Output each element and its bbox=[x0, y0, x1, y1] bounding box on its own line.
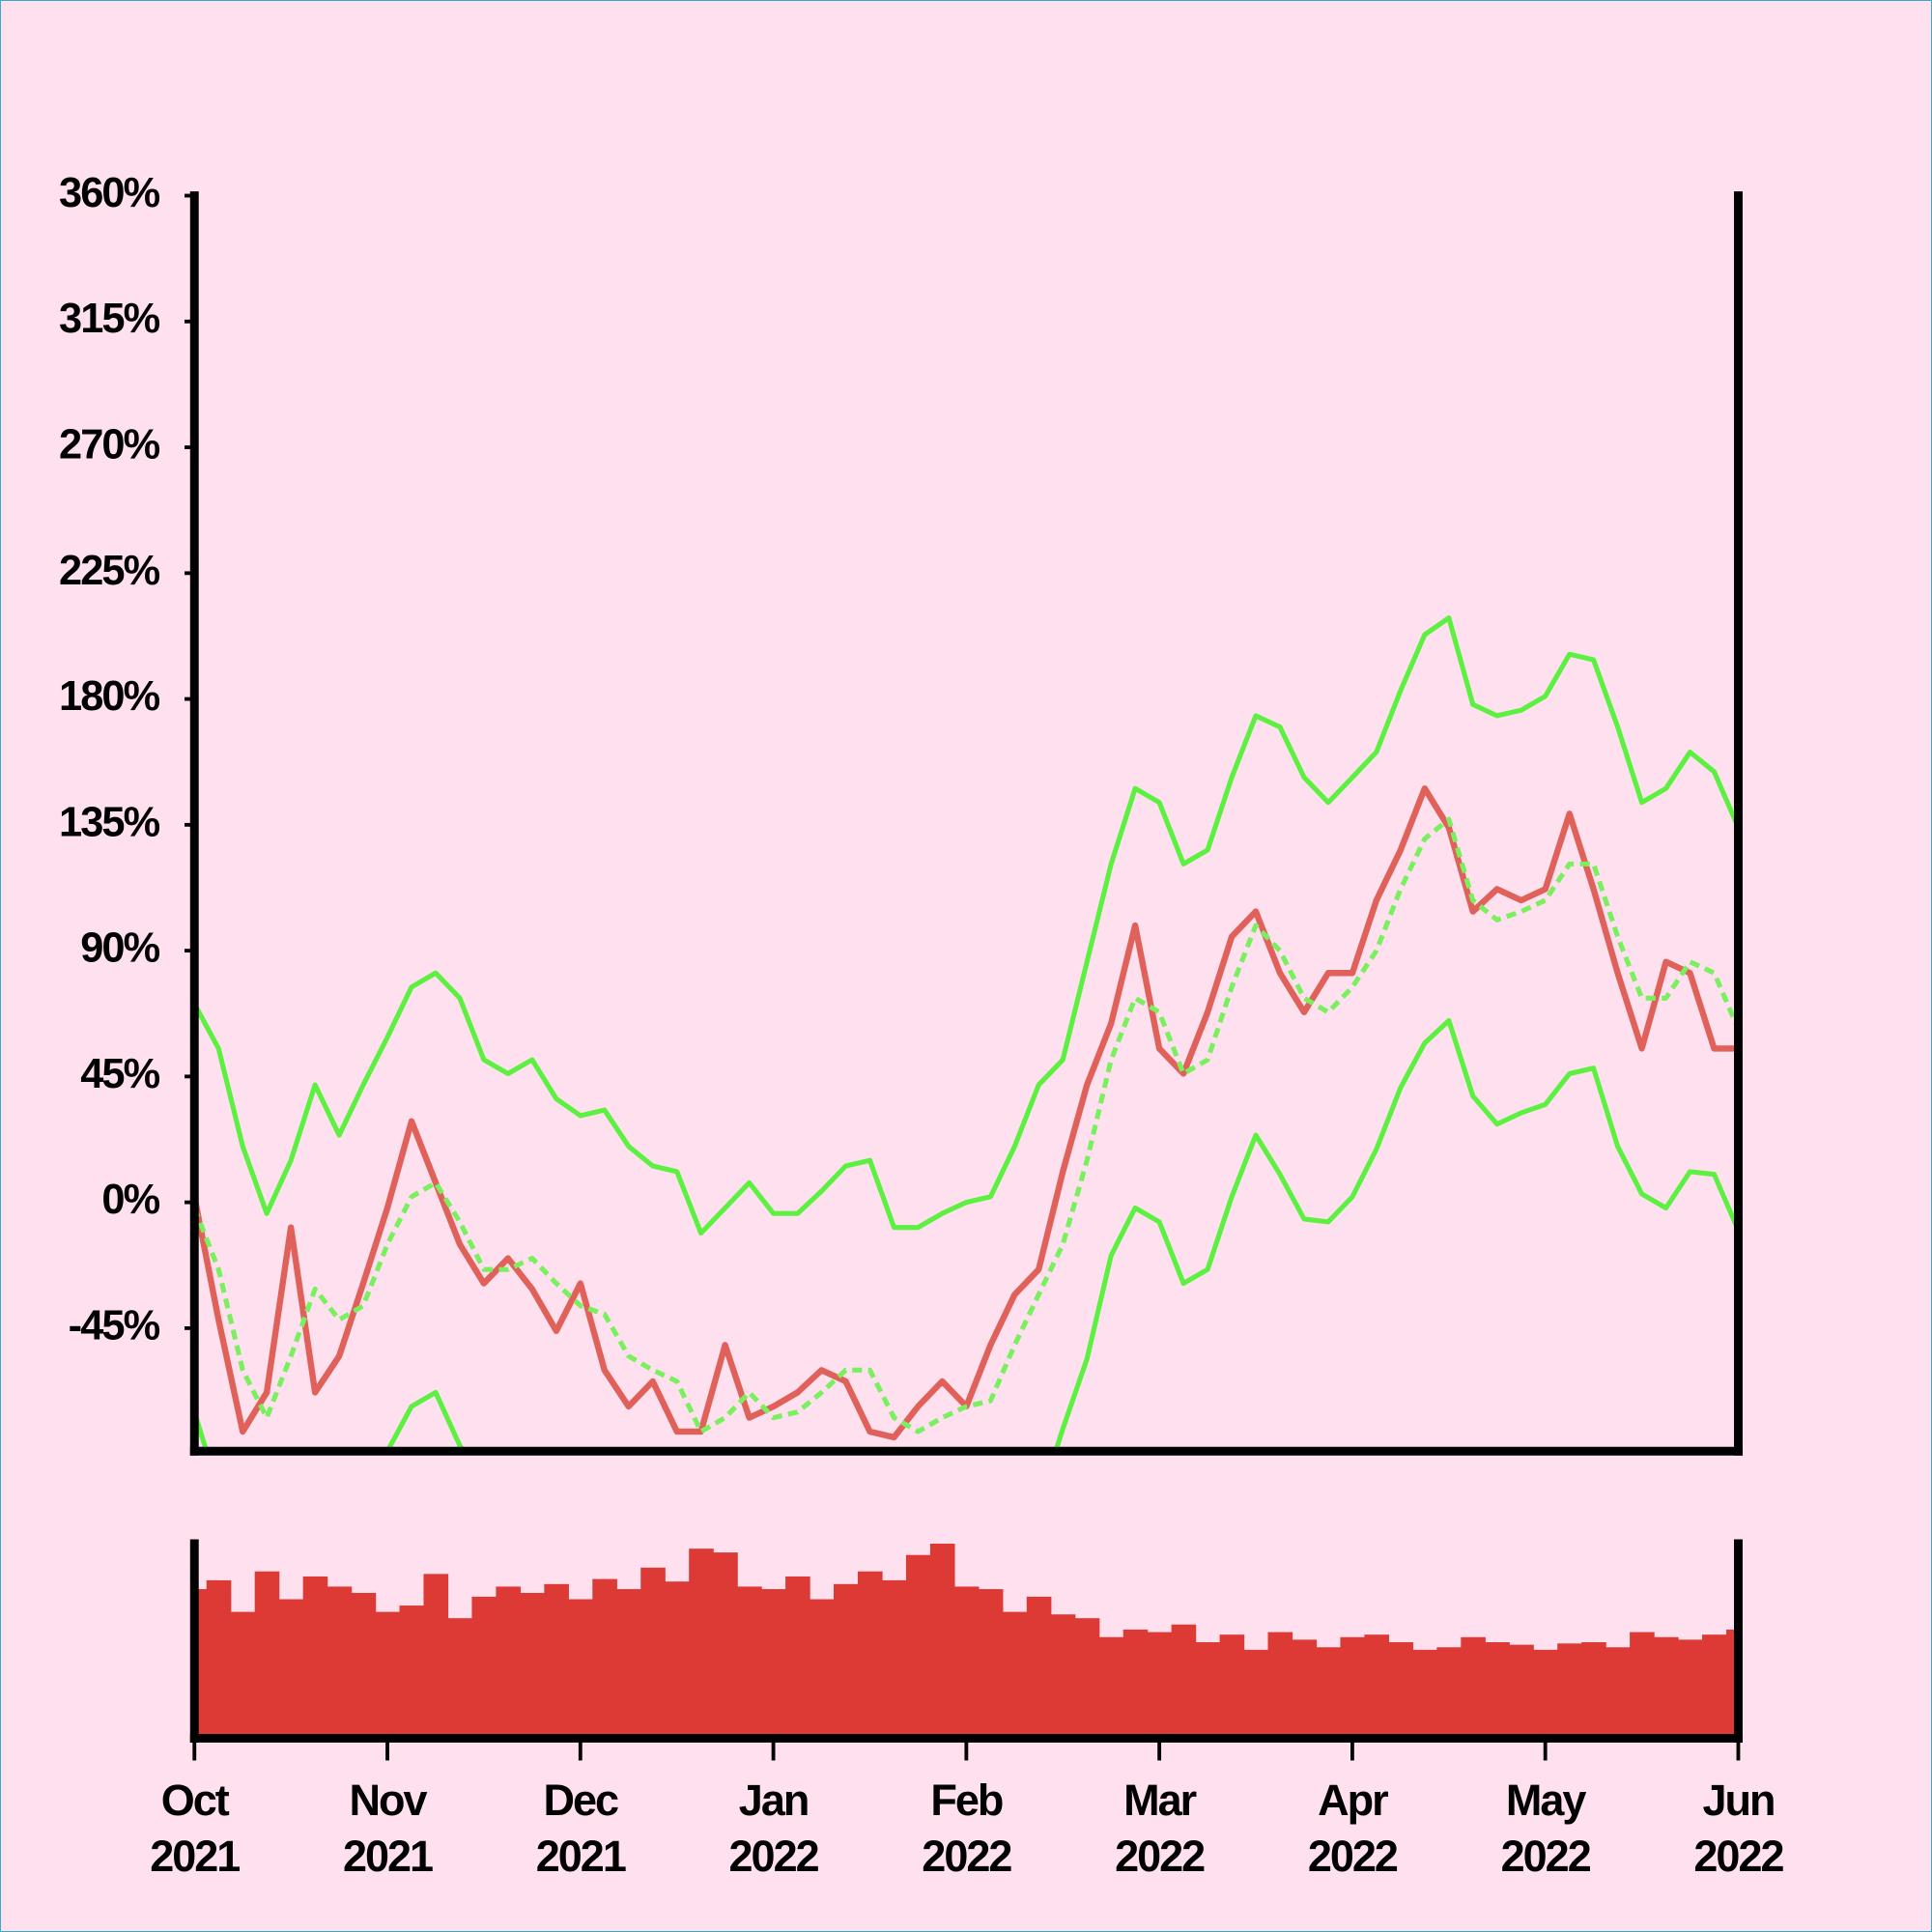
y-tick-label: 225% bbox=[59, 548, 160, 594]
volume-bar bbox=[1122, 1629, 1149, 1739]
volume-bar bbox=[375, 1611, 401, 1739]
volume-bar bbox=[1171, 1624, 1197, 1739]
volume-bar bbox=[978, 1589, 1004, 1739]
y-tick-label: 45% bbox=[80, 1051, 159, 1097]
volume-bar bbox=[302, 1576, 328, 1739]
y-tick-label: 360% bbox=[59, 170, 160, 216]
volume-bar bbox=[713, 1552, 738, 1739]
volume-bar bbox=[1340, 1636, 1366, 1739]
x-tick-label: Nov 2021 bbox=[342, 1776, 434, 1882]
volume-bar bbox=[1485, 1642, 1510, 1739]
middle-band bbox=[194, 816, 1739, 1435]
y-tick-label: -45% bbox=[69, 1302, 160, 1349]
volume-bar bbox=[1581, 1642, 1606, 1739]
volume-bar bbox=[544, 1583, 569, 1739]
x-tick-label: Feb 2022 bbox=[922, 1776, 1012, 1882]
volume-bar bbox=[327, 1586, 353, 1739]
volume-bar bbox=[881, 1579, 907, 1739]
volume-bar bbox=[640, 1567, 666, 1739]
volume-bar bbox=[1388, 1642, 1413, 1739]
volume-bar bbox=[471, 1596, 497, 1739]
y-tick-label: 0% bbox=[101, 1177, 159, 1223]
volume-bar bbox=[1533, 1649, 1558, 1739]
volume-bar bbox=[953, 1586, 980, 1739]
volume-bar bbox=[737, 1586, 762, 1739]
volume-bar bbox=[761, 1589, 786, 1739]
volume-bar bbox=[254, 1571, 280, 1739]
x-tick-label: Jan 2022 bbox=[728, 1776, 820, 1882]
volume-bar bbox=[929, 1543, 955, 1739]
volume-bar bbox=[1195, 1642, 1221, 1739]
volume-bar bbox=[810, 1599, 835, 1739]
volume-bar bbox=[1702, 1634, 1727, 1739]
volume-bar bbox=[592, 1578, 617, 1739]
volume-bar bbox=[1147, 1632, 1173, 1739]
volume-bar bbox=[905, 1554, 931, 1739]
volume-bar bbox=[1461, 1636, 1486, 1739]
volume-bar bbox=[1098, 1636, 1124, 1739]
volume-bar bbox=[447, 1618, 473, 1739]
volume-bar bbox=[1267, 1632, 1293, 1739]
x-tick-label: Oct 2021 bbox=[150, 1776, 241, 1882]
volume-bar bbox=[1630, 1632, 1655, 1739]
x-tick-label: Apr 2022 bbox=[1307, 1776, 1399, 1882]
volume-bar bbox=[1678, 1639, 1703, 1739]
volume-bar bbox=[1364, 1634, 1390, 1739]
volume-bar bbox=[1219, 1634, 1245, 1739]
volume-bar bbox=[785, 1576, 810, 1739]
volume-bar bbox=[1509, 1644, 1534, 1739]
volume-bar bbox=[665, 1581, 690, 1739]
volume-bar bbox=[1654, 1636, 1679, 1739]
volume-bar bbox=[616, 1589, 641, 1739]
x-tick-label: Dec 2021 bbox=[535, 1776, 627, 1882]
series-line bbox=[194, 784, 1739, 1441]
volume-bar bbox=[399, 1605, 425, 1739]
series-line bbox=[194, 1017, 1739, 1452]
volume-bar bbox=[834, 1583, 859, 1739]
volume-bar bbox=[1436, 1647, 1462, 1739]
volume-bar bbox=[1605, 1647, 1631, 1739]
volume-area bbox=[194, 1543, 1739, 1739]
x-tick-label: May 2022 bbox=[1500, 1776, 1592, 1882]
y-tick-label: 270% bbox=[59, 422, 160, 469]
volume-bar bbox=[1050, 1614, 1076, 1739]
volume-bar bbox=[1243, 1649, 1269, 1739]
volume-bar bbox=[351, 1592, 377, 1739]
volume-bar bbox=[423, 1574, 449, 1739]
volume-bar bbox=[496, 1586, 522, 1739]
volume-bar bbox=[1316, 1647, 1342, 1739]
volume-bar bbox=[1002, 1611, 1028, 1739]
volume-bar bbox=[278, 1599, 304, 1739]
volume-bar bbox=[1292, 1639, 1318, 1739]
volume-bar bbox=[206, 1579, 232, 1739]
volume-bar bbox=[230, 1611, 256, 1739]
volume-bar bbox=[1412, 1649, 1437, 1739]
volume-bar bbox=[1074, 1618, 1100, 1739]
x-tick-label: Jun 2022 bbox=[1693, 1776, 1784, 1882]
y-tick-label: 315% bbox=[59, 296, 160, 342]
y-tick-label: 135% bbox=[59, 799, 160, 845]
volume-bar bbox=[1557, 1643, 1582, 1739]
x-tick-label: Mar 2022 bbox=[1115, 1776, 1206, 1882]
series-line bbox=[194, 615, 1739, 1236]
y-tick-label: 90% bbox=[80, 925, 159, 972]
axes bbox=[189, 191, 1743, 1743]
volume-bar bbox=[689, 1548, 714, 1739]
plot-area bbox=[194, 615, 1739, 1452]
y-tick-label: 180% bbox=[59, 673, 160, 720]
volume-bar bbox=[568, 1599, 593, 1739]
volume-bar bbox=[520, 1592, 545, 1739]
volume-bar bbox=[857, 1571, 883, 1739]
volume-bar bbox=[1026, 1596, 1052, 1739]
